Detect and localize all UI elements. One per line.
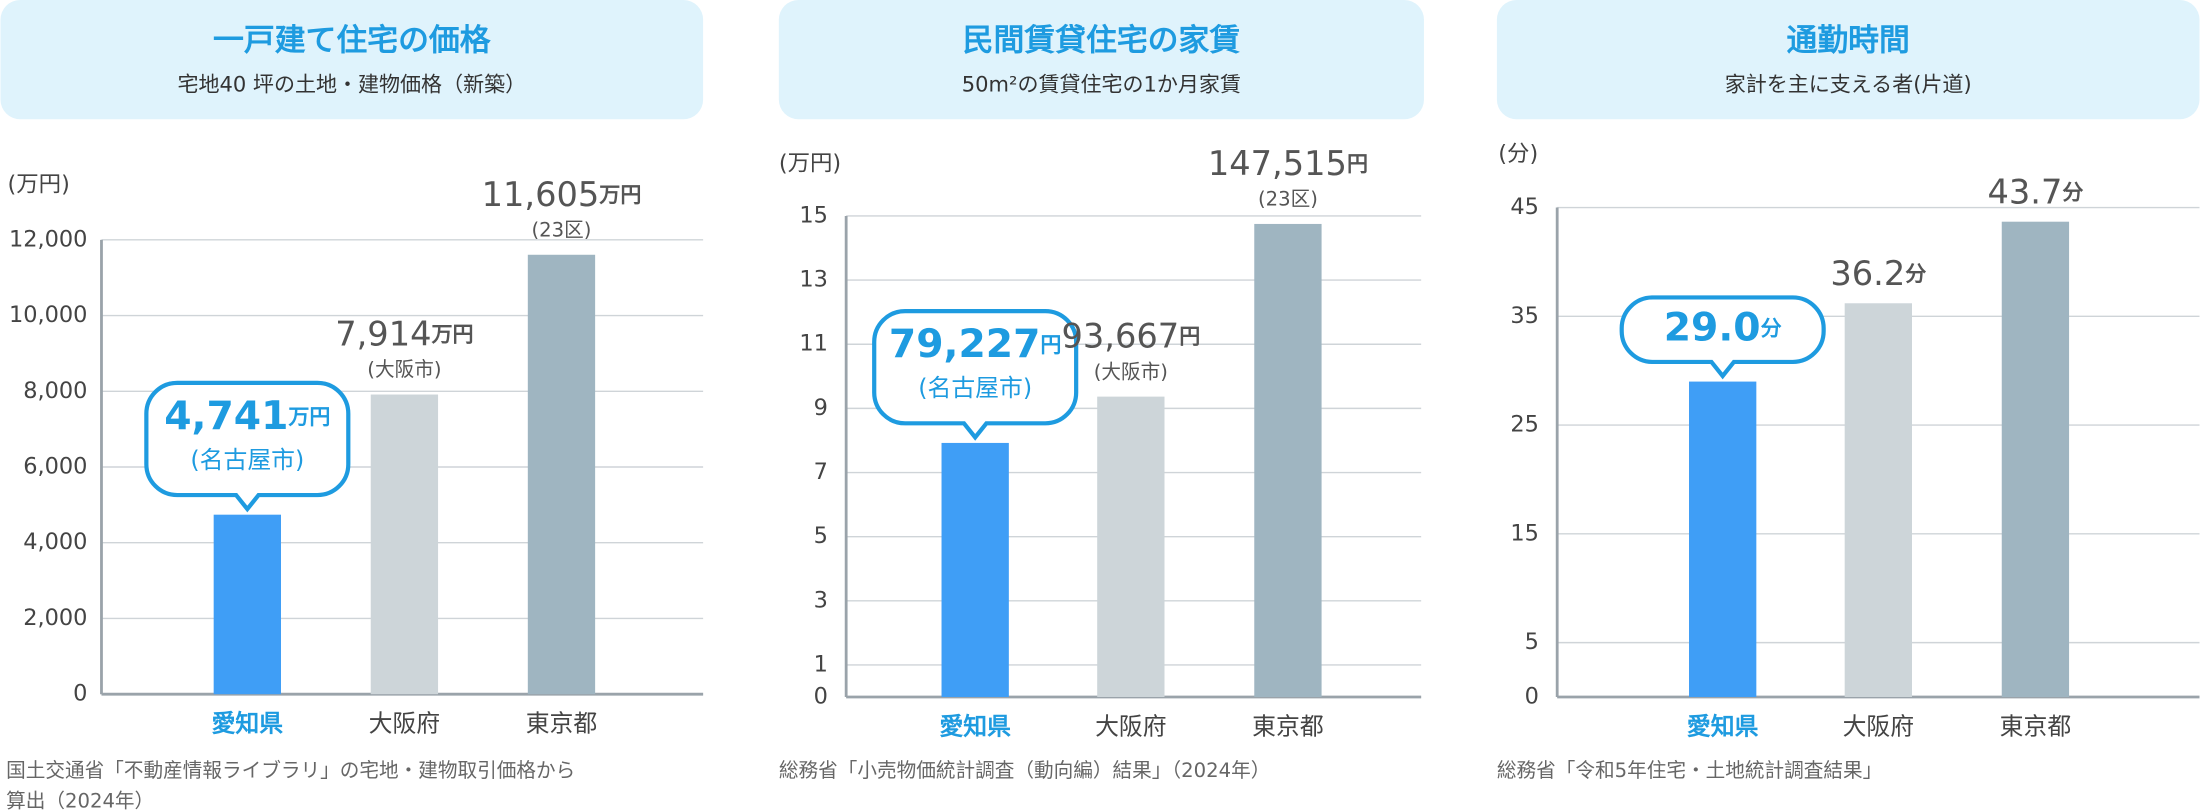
y-tick-label: 9 xyxy=(814,395,828,421)
value-label: 7,914万円 xyxy=(335,314,473,353)
y-tick-label: 45 xyxy=(1510,194,1539,220)
y-tick-label: 35 xyxy=(1510,303,1539,329)
bar xyxy=(527,254,596,695)
value-label: 29.0分 xyxy=(1664,305,1782,350)
chart-subtitle: 家計を主に支える者(片道) xyxy=(1725,72,1972,97)
value-label: 147,515円 xyxy=(1208,144,1368,183)
source-note: 国土交通省「不動産情報ライブラリ」の宅地・建物取引価格から xyxy=(6,759,575,782)
value-unit: 万円 xyxy=(598,182,641,207)
value-label: 4,741万円 xyxy=(164,393,330,438)
bar xyxy=(1689,381,1757,698)
y-tick-label: 0 xyxy=(814,684,828,710)
x-tick-label: 愛知県 xyxy=(212,710,284,738)
value-label: 11,605万円 xyxy=(482,174,642,213)
y-tick-label: 0 xyxy=(73,681,87,707)
y-tick-label: 6,000 xyxy=(23,454,87,480)
y-tick-label: 3 xyxy=(814,587,828,613)
y-tick-label: 4,000 xyxy=(23,529,87,555)
x-tick-label: 大阪府 xyxy=(1095,712,1166,740)
x-tick-label: 東京都 xyxy=(2000,712,2071,740)
value-number: 4,741 xyxy=(164,393,288,438)
y-tick-label: 13 xyxy=(799,267,828,293)
source-note: 総務省「小売物価統計調査（動向編）結果」（2024年） xyxy=(779,759,1271,782)
value-note: (名古屋市) xyxy=(918,374,1032,402)
bar xyxy=(2001,221,2070,698)
y-tick-label: 1 xyxy=(814,651,828,677)
y-tick-label: 8,000 xyxy=(23,378,87,404)
value-number: 147,515 xyxy=(1208,144,1347,183)
y-axis-label: (万円) xyxy=(779,151,841,177)
value-number: 7,914 xyxy=(335,314,431,353)
value-label: 36.2分 xyxy=(1830,254,1926,293)
x-tick-label: 大阪府 xyxy=(1843,712,1914,740)
x-tick-label: 東京都 xyxy=(1252,712,1323,740)
value-number: 93,667 xyxy=(1061,316,1179,355)
value-note: (23区) xyxy=(532,218,592,241)
chart-title: 通勤時間 xyxy=(1787,23,1910,59)
y-tick-label: 25 xyxy=(1510,412,1539,438)
bar xyxy=(1097,396,1165,698)
y-axis-label: (万円) xyxy=(8,172,70,198)
x-tick-label: 東京都 xyxy=(526,710,597,738)
value-number: 11,605 xyxy=(482,174,600,213)
value-unit: 円 xyxy=(1347,151,1368,176)
bar xyxy=(941,442,1009,698)
y-tick-label: 15 xyxy=(799,202,828,228)
value-unit: 円 xyxy=(1040,332,1061,357)
x-tick-label: 大阪府 xyxy=(369,710,440,738)
value-note: (23区) xyxy=(1258,188,1318,211)
y-tick-label: 0 xyxy=(1525,684,1539,710)
source-note: 算出（2024年） xyxy=(6,790,154,812)
chart-subtitle: 宅地40 坪の土地・建物価格（新築） xyxy=(177,72,526,97)
y-axis-label: (分) xyxy=(1498,141,1538,167)
value-unit: 分 xyxy=(1761,316,1782,341)
value-note: (名古屋市) xyxy=(190,446,304,474)
x-tick-label: 愛知県 xyxy=(939,712,1011,740)
value-number: 79,227 xyxy=(889,322,1040,367)
bar xyxy=(213,514,281,695)
header-box xyxy=(0,0,704,120)
y-tick-label: 5 xyxy=(814,523,828,549)
value-unit: 万円 xyxy=(287,404,330,429)
bar xyxy=(1254,223,1322,698)
y-tick-label: 10,000 xyxy=(9,302,87,328)
y-tick-label: 5 xyxy=(1525,629,1539,655)
bar xyxy=(1844,303,1912,698)
value-unit: 分 xyxy=(1905,261,1926,286)
header-box xyxy=(778,0,1424,120)
x-tick-label: 愛知県 xyxy=(1687,712,1759,740)
source-note: 総務省「令和5年住宅・土地統計調査結果」 xyxy=(1497,759,1882,782)
value-unit: 万円 xyxy=(431,322,474,347)
chart-subtitle: 50m²の賃貸住宅の1か月家賃 xyxy=(962,72,1241,97)
chart-title: 一戸建て住宅の価格 xyxy=(213,23,492,59)
callout-bubble xyxy=(872,309,1079,441)
value-label: 79,227円 xyxy=(889,322,1062,367)
value-unit: 分 xyxy=(2062,180,2083,205)
callout-bubble xyxy=(144,380,351,513)
value-unit: 円 xyxy=(1179,324,1200,349)
value-note: (大阪市) xyxy=(1094,360,1168,383)
y-tick-label: 7 xyxy=(814,459,828,485)
callout-bubble xyxy=(1619,295,1826,380)
header-box xyxy=(1496,0,2200,120)
bar xyxy=(370,394,439,695)
chart-title: 民間賃貸住宅の家賃 xyxy=(963,23,1241,59)
value-number: 43.7 xyxy=(1987,172,2062,211)
y-tick-label: 11 xyxy=(799,331,828,357)
y-tick-label: 2,000 xyxy=(23,605,87,631)
y-tick-label: 12,000 xyxy=(9,226,87,252)
value-number: 36.2 xyxy=(1830,254,1905,293)
value-label: 93,667円 xyxy=(1061,316,1200,355)
value-number: 29.0 xyxy=(1664,305,1761,350)
value-label: 43.7分 xyxy=(1987,172,2083,211)
value-note: (大阪市) xyxy=(367,358,441,381)
y-tick-label: 15 xyxy=(1510,520,1539,546)
